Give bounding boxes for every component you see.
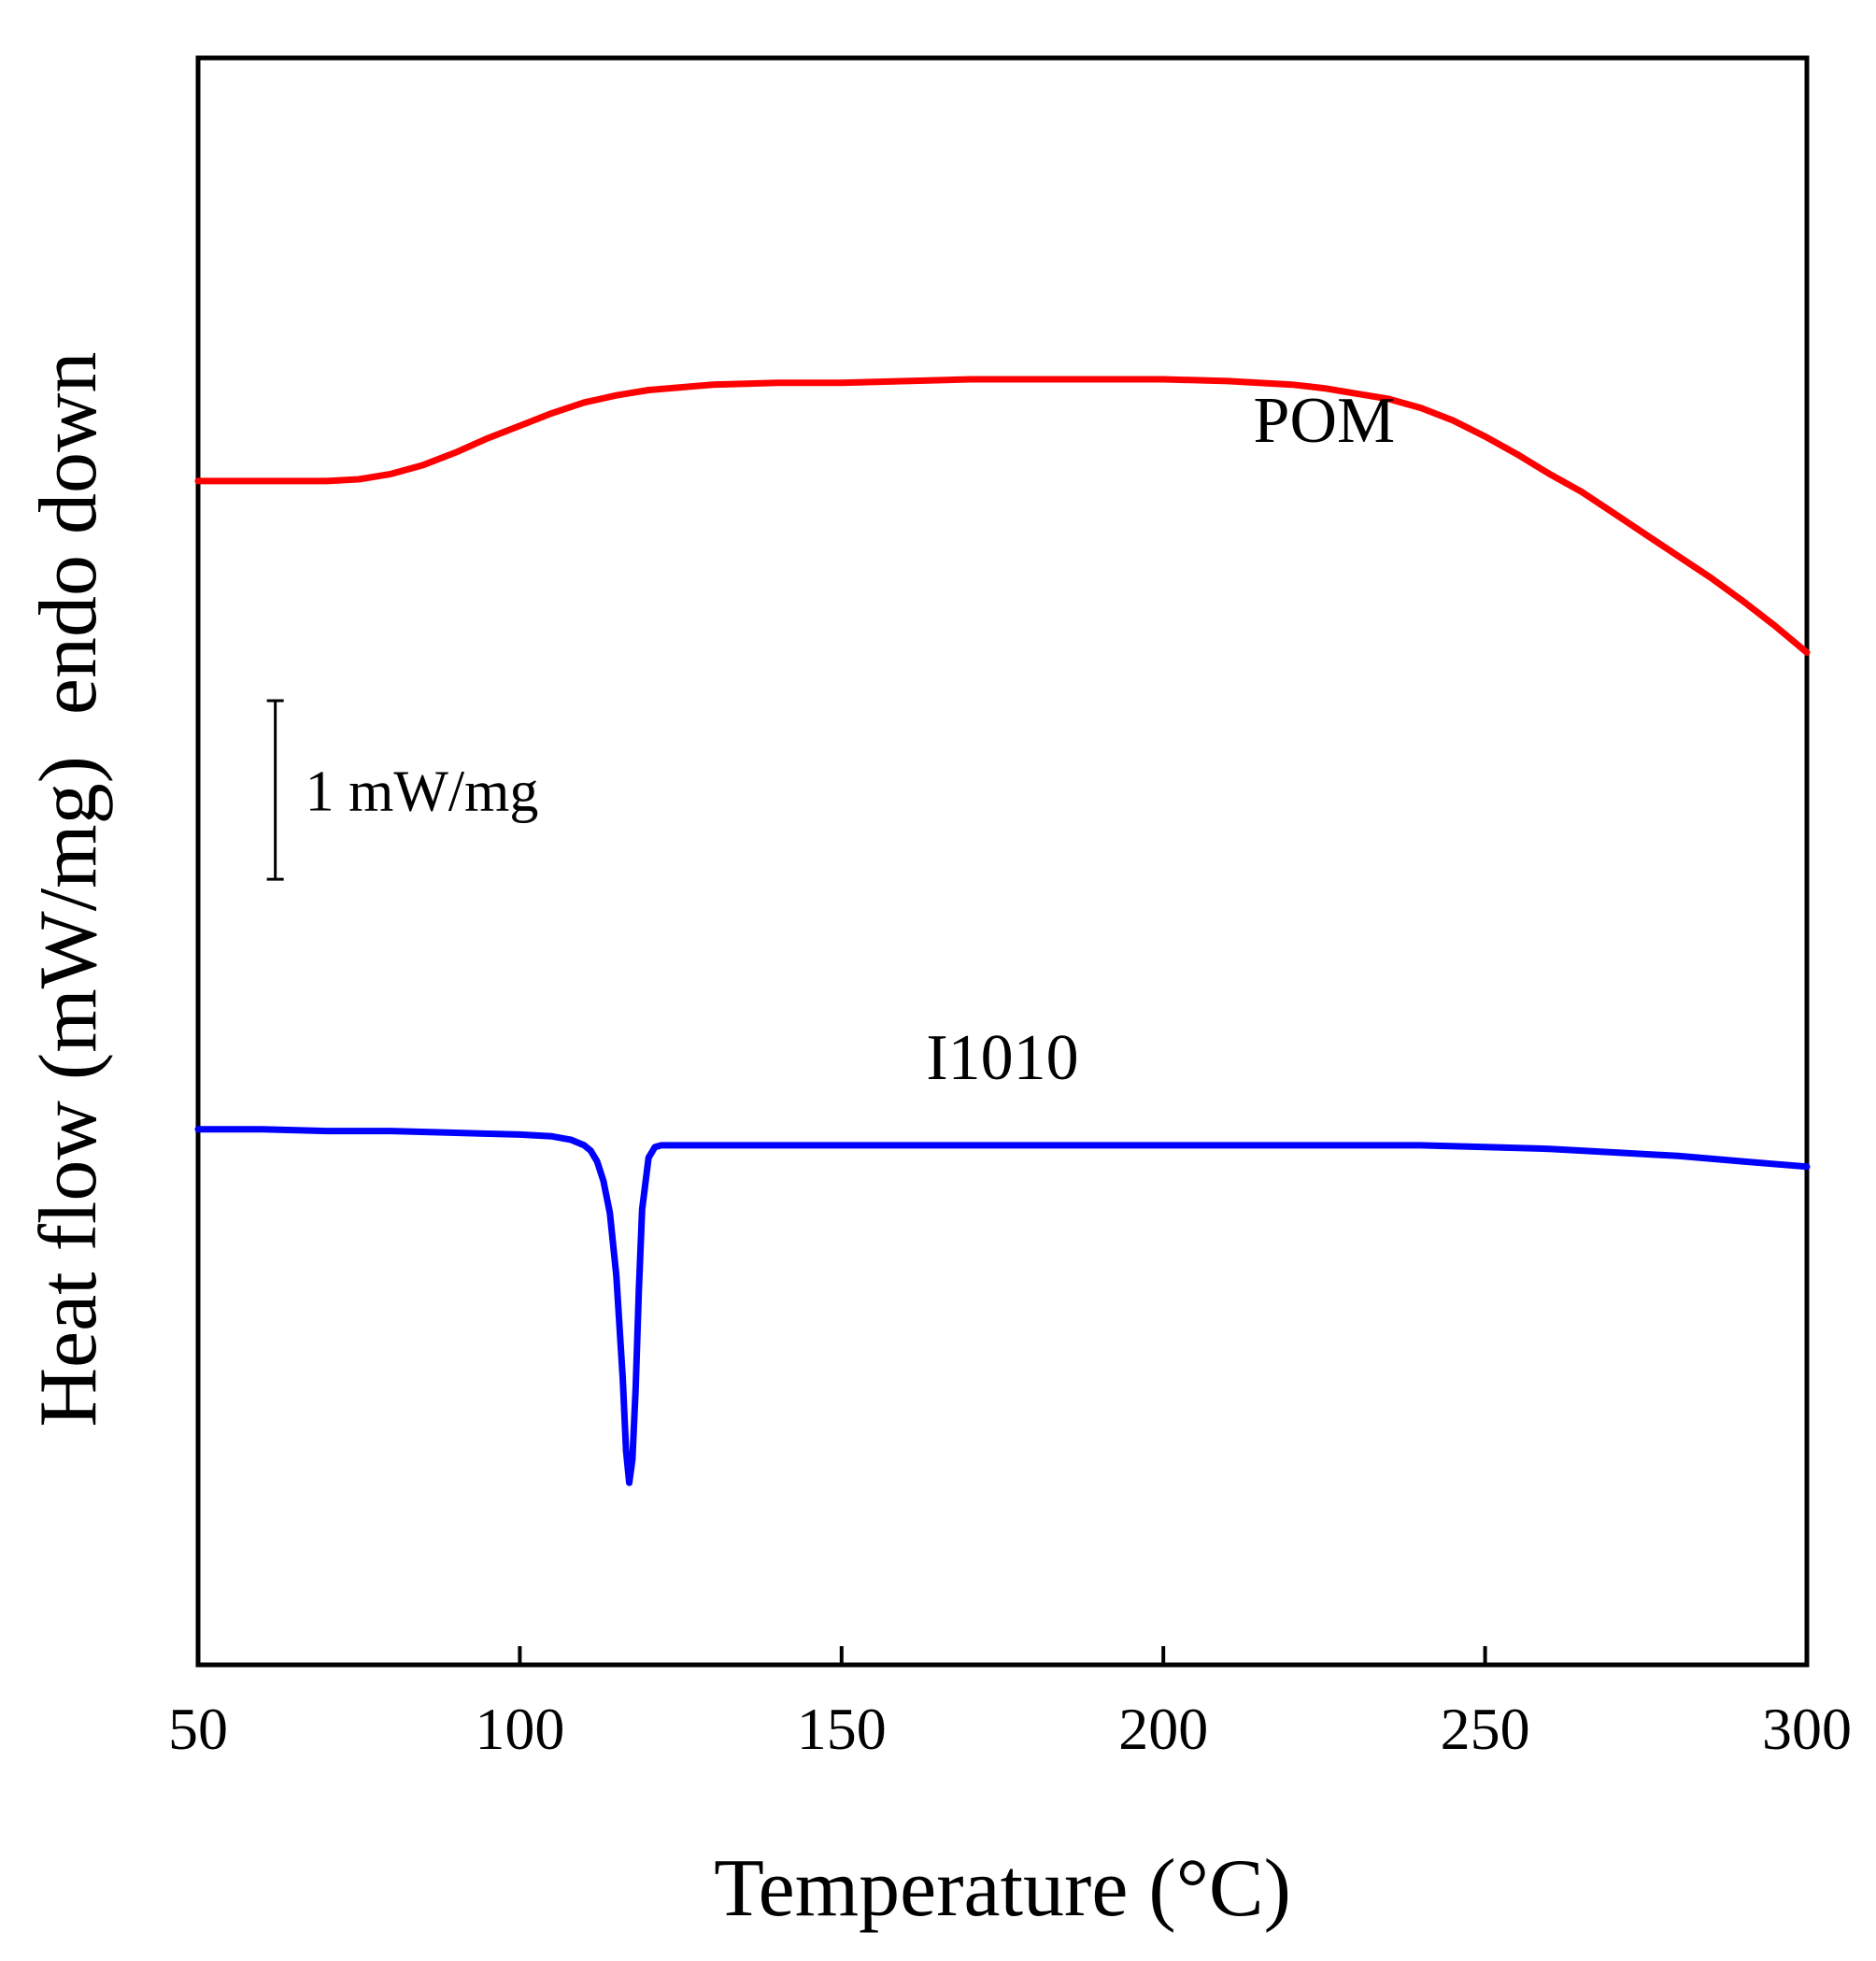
x-tick-label-250: 250 [1441,1696,1530,1762]
x-tick-label-200: 200 [1118,1696,1208,1762]
series-label-i1010: I1010 [926,1022,1078,1094]
x-tick-label-100: 100 [475,1696,564,1762]
x-tick-label-50: 50 [168,1696,228,1762]
plot-frame [195,55,1810,1668]
series-label-pom: POM [1254,385,1396,457]
annotations-group: POM I1010 [266,385,1396,1094]
series-line-i1010 [194,1126,1811,1486]
x-axis-title: Temperature (°C) [714,1843,1291,1934]
x-tick-label-150: 150 [797,1696,887,1762]
x-tick-label-300: 300 [1762,1696,1852,1762]
series-line-pom [194,376,1811,656]
plot-area [195,55,1810,1668]
axes-group: 50 100 150 200 250 300 [168,1646,1852,1762]
series-group [194,376,1811,1486]
scale-bar-label: 1 mW/mg [306,760,539,824]
y-axis-title: Heat flow (mW/mg) endo down [23,351,114,1427]
